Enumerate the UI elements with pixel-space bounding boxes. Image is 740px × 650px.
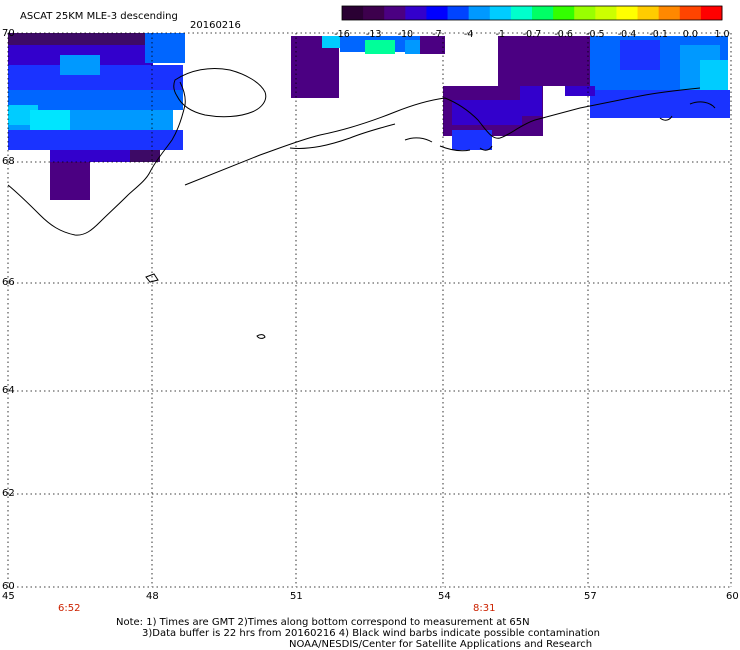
colorbar-segment [384, 6, 406, 20]
lat-lon-grid [7, 32, 732, 588]
lat-label-64: 64 [2, 385, 15, 396]
colorbar-tick-label: -4 [463, 29, 474, 40]
lat-label-70: 70 [2, 28, 15, 39]
colorbar-segment [595, 6, 617, 20]
time-label-west: 6:52 [58, 603, 81, 614]
swath-cell [50, 162, 90, 200]
colorbar-segment [553, 6, 575, 20]
colorbar-segment [363, 6, 385, 20]
coastline-central-2 [289, 123, 396, 149]
colorbar-segment [342, 6, 364, 20]
note-line-3: NOAA/NESDIS/Center for Satellite Applica… [289, 639, 593, 650]
swath-cell [30, 110, 70, 130]
colorbar-tick-label: -13 [365, 29, 382, 40]
colorbar-tick-label: -0.6 [554, 29, 573, 40]
colorbar-tick-label: -0.7 [522, 29, 542, 40]
data-swaths [8, 33, 730, 200]
colorbar-tick-label: -0.1 [649, 29, 668, 40]
swath-cell [620, 40, 660, 70]
island-small-2 [256, 334, 266, 339]
coastline-central [184, 97, 446, 186]
colorbar-segment [447, 6, 470, 20]
swath-cell [420, 36, 445, 54]
colorbar-segment [468, 6, 491, 20]
colorbar-tick-label: -10 [397, 29, 414, 40]
lon-label-60: 60 [726, 591, 739, 602]
colorbar-segment [405, 6, 427, 20]
swath-cell [145, 33, 185, 63]
lat-label-62: 62 [2, 488, 15, 499]
colorbar-segment [658, 6, 681, 20]
colorbar-segment [532, 6, 554, 20]
swath-cell [8, 130, 183, 150]
lon-label-51: 51 [290, 591, 303, 602]
swath-cell [452, 100, 522, 125]
coastline-island-west [173, 67, 267, 118]
coastline-west [7, 81, 186, 236]
swath-cell [452, 130, 492, 150]
colorbar [341, 5, 723, 21]
map-title: ASCAT 25KM MLE-3 descending [20, 11, 178, 22]
coastlines [7, 67, 716, 339]
colorbar-segment [510, 6, 533, 20]
coastline-east-islands [404, 101, 716, 152]
lat-label-60: 60 [2, 581, 15, 592]
time-label-east: 8:31 [473, 603, 496, 614]
note-line-1: Note: 1) Times are GMT 2)Times along bot… [116, 617, 530, 628]
swath-cell [8, 33, 148, 45]
colorbar-tick-label: -0.4 [617, 29, 637, 40]
swath-cell [520, 86, 542, 116]
colorbar-tick-label: -7 [432, 29, 442, 40]
lon-label-48: 48 [146, 591, 159, 602]
lat-label-68: 68 [2, 156, 15, 167]
lon-label-45: 45 [2, 591, 15, 602]
lon-label-57: 57 [584, 591, 597, 602]
lon-label-54: 54 [438, 591, 451, 602]
lat-label-66: 66 [2, 277, 15, 288]
swath-cell [60, 55, 100, 75]
swath-cell [565, 86, 595, 96]
colorbar-tick-label: -0.5 [586, 29, 605, 40]
swath-cell [322, 36, 340, 48]
map-date: 20160216 [190, 20, 241, 31]
colorbar-segment [574, 6, 596, 20]
colorbar-segment [616, 6, 639, 20]
colorbar-segment [489, 6, 512, 20]
colorbar-tick-label: -1 [495, 29, 506, 40]
coastline-east [444, 87, 701, 139]
colorbar-frame [341, 5, 723, 21]
swath-cell [8, 90, 183, 110]
swath-cell [498, 36, 593, 86]
colorbar-segment [700, 6, 723, 20]
colorbar-tick-label: 1.0 [714, 29, 730, 40]
colorbar-segment [637, 6, 660, 20]
colorbar-segment [679, 6, 702, 20]
note-line-2: 3)Data buffer is 22 hrs from 20160216 4)… [142, 628, 600, 639]
swath-cell [590, 90, 730, 118]
colorbar-tick-label: -16 [334, 29, 350, 40]
swath-cell [130, 150, 160, 162]
colorbar-segment [426, 6, 449, 20]
colorbar-tick-label: 0.0 [682, 29, 698, 40]
island-small-1 [145, 273, 159, 283]
swath-cell [405, 40, 420, 54]
swath-cell [365, 40, 395, 54]
